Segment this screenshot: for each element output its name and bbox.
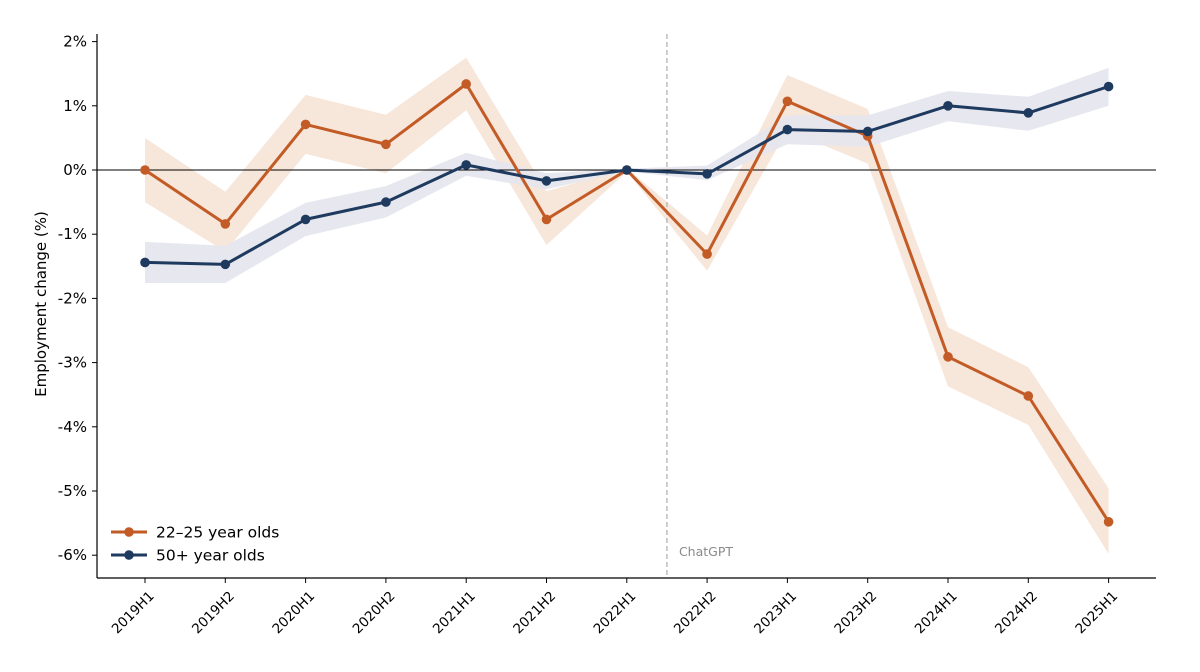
data-point-series-0-2019H1 [140, 165, 150, 175]
data-point-series-1-2021H2 [541, 176, 552, 186]
data-point-series-0-2020H2 [381, 139, 391, 150]
y-tick-label: -1% [58, 225, 87, 243]
x-tick-label: 2021H2 [510, 588, 559, 637]
x-tick-label: 2019H1 [109, 588, 158, 637]
y-tick-label: -4% [58, 418, 87, 436]
legend[interactable]: 22–25 year olds 50+ year olds [111, 524, 279, 565]
data-point-series-0-2020H1 [300, 119, 311, 130]
x-tick-label: 2024H1 [912, 588, 961, 637]
x-ticks: 2019H1 2019H2 2020H1 2020H2 2021H1 2021H2 2022… [109, 578, 1121, 637]
data-point-series-0-2022H2 [702, 249, 712, 259]
data-point-series-0-2023H1 [782, 96, 793, 107]
legend-marker [124, 550, 134, 560]
y-axis-label: Employment change (%) [32, 211, 50, 397]
data-point-series-1-2024H1 [943, 101, 953, 111]
data-point-series-1-2020H2 [381, 197, 391, 207]
y-tick-label: -3% [58, 354, 87, 372]
x-tick-label: 2020H1 [269, 588, 318, 637]
data-point-series-0-2021H2 [541, 214, 552, 225]
data-point-series-0-2024H2 [1023, 391, 1034, 401]
legend-marker [124, 527, 134, 537]
x-tick-label: 2020H2 [350, 588, 399, 637]
x-tick-label: 2024H2 [992, 588, 1041, 637]
confidence-bands [145, 57, 1109, 554]
data-point-series-1-2023H1 [782, 124, 793, 135]
legend-item-1[interactable]: 50+ year olds [111, 547, 265, 565]
legend-label: 50+ year olds [156, 547, 265, 565]
x-tick-label: 2022H1 [591, 588, 640, 637]
y-tick-label: -6% [58, 546, 87, 564]
data-point-series-1-2024H2 [1023, 108, 1034, 118]
series-points [140, 79, 1114, 527]
data-point-series-1-2025H1 [1103, 81, 1114, 92]
x-tick-label: 2023H2 [831, 588, 880, 637]
data-point-series-1-2022H2 [702, 169, 712, 179]
x-tick-label: 2025H1 [1072, 588, 1121, 637]
y-tick-label: 2% [63, 33, 87, 51]
data-point-series-1-2021H1 [461, 160, 472, 170]
y-tick-label: -5% [58, 482, 87, 500]
y-tick-label: 0% [63, 161, 87, 179]
y-tick-label: 1% [63, 97, 87, 115]
x-tick-label: 2023H1 [751, 588, 800, 637]
data-point-series-1-2022H1 [622, 165, 632, 175]
confidence-band-series-0 [145, 57, 1109, 554]
data-point-series-1-2019H2 [220, 259, 231, 270]
legend-item-0[interactable]: 22–25 year olds [111, 524, 279, 542]
data-point-series-0-2025H1 [1103, 517, 1114, 527]
x-tick-label: 2021H1 [430, 588, 479, 637]
confidence-band-series-1 [145, 67, 1109, 284]
data-point-series-1-2023H2 [862, 126, 873, 137]
data-point-series-0-2024H1 [943, 352, 953, 362]
y-ticks: 2% 1% 0% -1% -2% -3% -4% -5% -6% [58, 33, 97, 564]
x-tick-label: 2019H2 [189, 588, 238, 637]
data-point-series-1-2019H1 [140, 257, 150, 268]
legend-label: 22–25 year olds [156, 524, 279, 542]
chatgpt-annotation: ChatGPT [679, 544, 733, 559]
data-point-series-0-2021H1 [461, 79, 472, 89]
data-point-series-0-2019H2 [220, 219, 231, 229]
x-tick-label: 2022H2 [671, 588, 720, 637]
data-point-series-1-2020H1 [300, 214, 311, 225]
y-tick-label: -2% [58, 289, 87, 307]
